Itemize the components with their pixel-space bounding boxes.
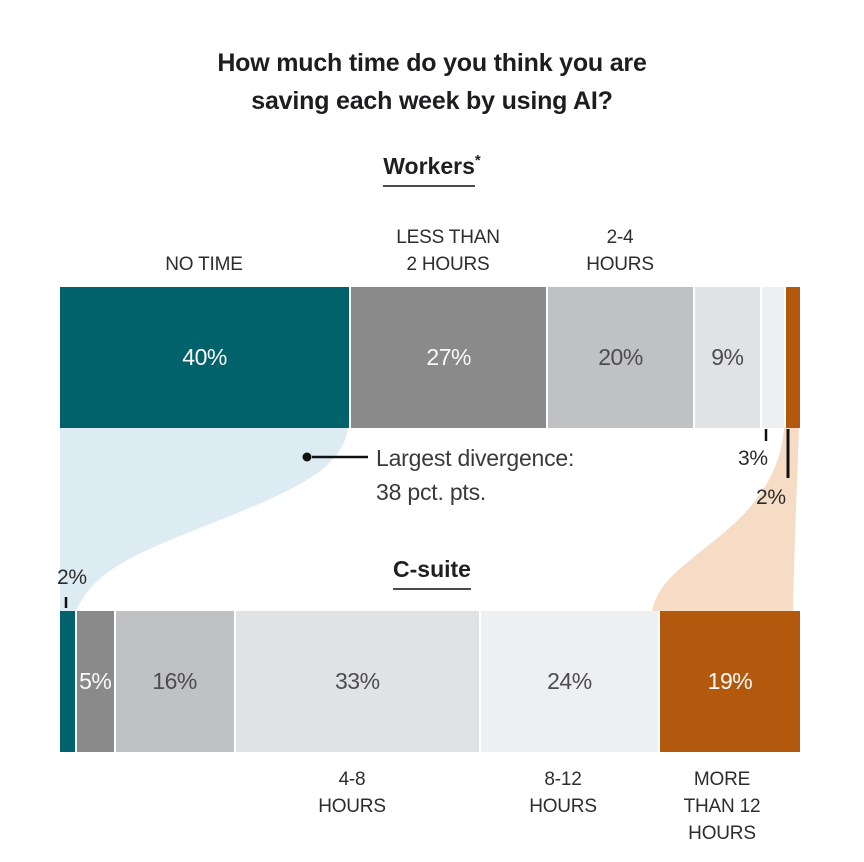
footnote-asterisk: * <box>474 152 481 169</box>
csuite-seg-no-time <box>60 611 75 752</box>
workers-seg-8-12-hours <box>761 287 784 428</box>
axis-label-4-8-hours: 4-8 HOURS <box>318 769 386 817</box>
workers-pct-2-4-hours: 20% <box>598 344 643 370</box>
csuite-seg-4-8-hours: 33% <box>235 611 479 752</box>
workers-seg-more-than-12-hours <box>785 287 800 428</box>
workers-pct-8-12-hours: 3% <box>738 447 768 470</box>
workers-seg-2-4-hours: 20% <box>548 287 693 428</box>
csuite-bar: 5% 16% 33% 24% 19% <box>60 611 800 752</box>
workers-seg-less-than-2-hours: 27% <box>351 287 547 428</box>
workers-seg-no-time: 40% <box>60 287 350 428</box>
workers-pct-4-8-hours: 9% <box>711 344 744 370</box>
csuite-seg-more-than-12-hours: 19% <box>659 611 800 752</box>
flow-no-time <box>60 428 348 611</box>
csuite-pct-no-time: 2% <box>57 566 87 589</box>
axis-label-more-than-12-hours: MORE THAN 12 HOURS <box>683 769 761 844</box>
annotation-dot <box>302 452 312 462</box>
workers-seg-4-8-hours: 9% <box>694 287 760 428</box>
csuite-pct-4-8-hours: 33% <box>335 668 380 694</box>
csuite-seg-less-than-2-hours: 5% <box>76 611 114 752</box>
workers-pct-more-than-12-hours: 2% <box>756 486 786 509</box>
workers-heading: Workers* <box>0 152 864 187</box>
csuite-heading: C-suite <box>0 556 864 590</box>
axis-label-less-than-2-hours: LESS THAN 2 HOURS <box>396 227 500 275</box>
annotation-line2: 38 pct. pts. <box>376 479 487 505</box>
chart-title: How much time do you think you are savin… <box>0 44 864 120</box>
csuite-pct-less-than-2-hours: 5% <box>79 668 112 694</box>
csuite-pct-2-4-hours: 16% <box>152 668 197 694</box>
axis-label-no-time: NO TIME <box>165 254 243 275</box>
annotation-line1: Largest divergence: <box>376 445 575 471</box>
csuite-pct-more-than-12-hours: 19% <box>707 668 753 694</box>
csuite-seg-2-4-hours: 16% <box>115 611 234 752</box>
csuite-pct-8-12-hours: 24% <box>547 668 592 694</box>
flow-more-than-12 <box>652 428 799 611</box>
csuite-seg-8-12-hours: 24% <box>480 611 658 752</box>
workers-pct-no-time: 40% <box>182 344 227 370</box>
workers-pct-less-than-2-hours: 27% <box>426 344 471 370</box>
workers-heading-label: Workers <box>383 152 475 187</box>
flow-shapes <box>60 428 799 611</box>
axis-label-2-4-hours: 2-4 HOURS <box>586 227 654 275</box>
axis-label-8-12-hours: 8-12 HOURS <box>529 769 597 817</box>
annotation-text: Largest divergence: 38 pct. pts. <box>376 441 574 509</box>
workers-bar: 40% 27% 20% 9% <box>60 287 800 428</box>
chart-title-line1: How much time do you think you are <box>217 49 647 77</box>
csuite-heading-label: C-suite <box>393 556 471 590</box>
chart-title-line2: saving each week by using AI? <box>251 87 613 115</box>
